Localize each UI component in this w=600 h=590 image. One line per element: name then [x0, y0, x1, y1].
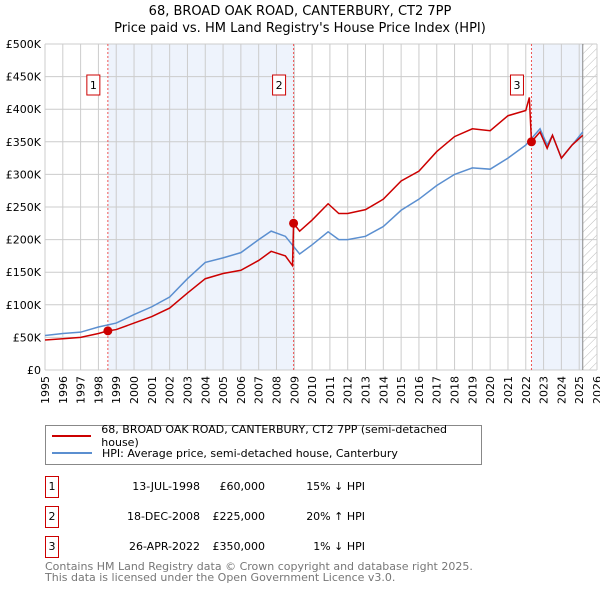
sale-label: 2 [276, 79, 283, 92]
sale-number: 1 [45, 476, 59, 498]
x-tick-label: 2004 [199, 376, 212, 404]
chart-subtitle: Price paid vs. HM Land Registry's House … [114, 21, 486, 36]
sale-price: £60,000 [219, 480, 266, 493]
legend-swatch-red [52, 435, 92, 437]
x-tick-label: 1999 [110, 376, 123, 404]
sale-point [289, 218, 299, 228]
x-tick-label: 2012 [342, 376, 355, 404]
y-tick-label: £450K [6, 71, 42, 84]
sale-number: 3 [45, 536, 59, 558]
y-tick-label: £400K [6, 103, 42, 116]
x-tick-label: 2020 [484, 376, 497, 404]
x-tick-label: 1997 [75, 376, 88, 404]
legend-label: 68, BROAD OAK ROAD, CANTERBURY, CT2 7PP … [101, 423, 447, 449]
legend-item-property: 68, BROAD OAK ROAD, CANTERBURY, CT2 7PP … [52, 423, 481, 449]
x-tick-label: 2006 [235, 376, 248, 404]
footer-line: This data is licensed under the Open Gov… [45, 571, 396, 584]
series-line-property [44, 97, 584, 341]
legend: 68, BROAD OAK ROAD, CANTERBURY, CT2 7PP … [45, 423, 482, 465]
x-tick-label: 1996 [57, 376, 70, 404]
y-tick-label: £250K [6, 201, 42, 214]
x-tick-label: 2018 [449, 376, 462, 404]
y-tick-label: £500K [6, 38, 42, 51]
y-tick-label: £150K [6, 266, 42, 279]
sale-row: 3 26-APR-2022 £350,000 1% ↓ HPI [45, 536, 445, 558]
x-tick-label: 2017 [431, 376, 444, 404]
sale-date: 18-DEC-2008 [126, 510, 200, 523]
x-tick-label: 2005 [217, 376, 230, 404]
sale-date: 13-JUL-1998 [132, 480, 200, 493]
x-tick-label: 2007 [253, 376, 266, 404]
sale-number: 2 [45, 506, 59, 528]
x-tick-label: 2016 [413, 376, 426, 404]
x-tick-label: 2002 [164, 376, 177, 404]
x-tick-label: 1998 [92, 376, 105, 404]
legend-label: HPI: Average price, semi-detached house,… [102, 446, 398, 460]
x-tick-label: 2026 [591, 376, 600, 404]
x-tick-label: 1995 [39, 376, 52, 404]
x-tick-label: 2025 [573, 376, 586, 404]
x-tick-label: 2019 [466, 376, 479, 404]
sale-hpi-diff: 1% ↓ HPI [313, 540, 365, 553]
x-tick-label: 2003 [181, 376, 194, 404]
x-tick-label: 2024 [555, 376, 568, 404]
sale-label: 3 [513, 79, 520, 92]
sale-price: £225,000 [212, 510, 266, 523]
x-tick-label: 2015 [395, 376, 408, 404]
x-tick-label: 2008 [270, 376, 283, 404]
sale-point [103, 326, 113, 336]
sale-label-box [272, 74, 287, 96]
x-tick-label: 2010 [306, 376, 319, 404]
x-tick-label: 2013 [360, 376, 373, 404]
sale-row: 2 18-DEC-2008 £225,000 20% ↑ HPI [45, 506, 445, 528]
y-tick-label: £50K [13, 331, 42, 344]
x-tick-label: 2001 [146, 376, 159, 404]
sale-label: 1 [90, 79, 97, 92]
chart-title: 68, BROAD OAK ROAD, CANTERBURY, CT2 7PP [148, 4, 452, 19]
price-chart: 1995 1996 1997 1998 1999 2000 2001 2002 2003 2004… [6, 38, 600, 404]
sale-hpi-diff: 20% ↑ HPI [306, 510, 365, 523]
x-tick-label: 2000 [128, 376, 141, 404]
y-tick-label: £350K [6, 136, 42, 149]
y-tick-label: £100K [6, 299, 42, 312]
x-tick-label: 2014 [377, 376, 390, 404]
sale-hpi-diff: 15% ↓ HPI [306, 480, 365, 493]
x-tick-label: 2021 [502, 376, 515, 404]
sale-date: 26-APR-2022 [128, 540, 200, 553]
sale-label-box [509, 74, 524, 96]
x-tick-label: 2023 [538, 376, 551, 404]
sale-row: 1 13-JUL-1998 £60,000 15% ↓ HPI [45, 476, 445, 498]
footer-line: Contains HM Land Registry data © Crown c… [45, 560, 473, 573]
y-tick-label: £0 [27, 364, 41, 377]
legend-item-hpi: HPI: Average price, semi-detached house,… [52, 445, 398, 461]
sale-price: £350,000 [212, 540, 266, 553]
x-tick-label: 2022 [520, 376, 533, 404]
y-tick-label: £200K [6, 234, 42, 247]
x-tick-label: 2009 [288, 376, 301, 404]
footer: Contains HM Land Registry data © Crown c… [45, 561, 473, 583]
y-tick-label: £300K [6, 168, 42, 181]
sale-label-box [86, 74, 101, 96]
x-tick-label: 2011 [324, 376, 337, 404]
sale-point [526, 137, 536, 147]
legend-swatch-blue [52, 452, 92, 454]
